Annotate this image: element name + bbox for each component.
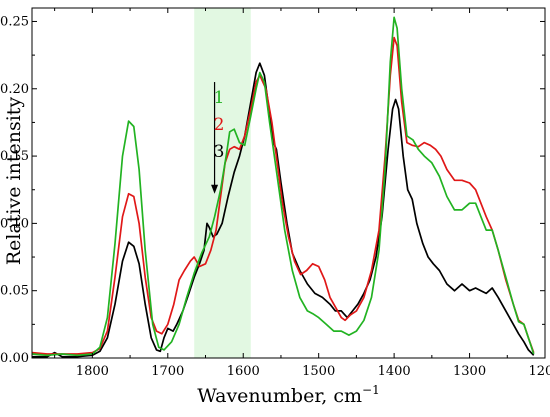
y-tick-label: 0.10 <box>0 216 29 231</box>
x-tick-label: 1400 <box>378 364 411 379</box>
series-line-2 <box>31 36 535 355</box>
x-axis-title-main: Wavenumber, cm <box>197 385 362 407</box>
legend-label-3: 3 <box>214 142 225 162</box>
y-tick-label: 0.15 <box>0 149 29 164</box>
y-tick-label: 0.00 <box>0 351 29 366</box>
x-tick-label: 1500 <box>302 364 335 379</box>
y-tick-label: 0.25 <box>0 14 29 29</box>
x-tick-label: 1700 <box>151 364 184 379</box>
series-line-3 <box>32 62 535 358</box>
x-tick-label: 1600 <box>227 364 260 379</box>
arrow <box>211 82 219 194</box>
series-line-1 <box>31 16 535 357</box>
legend: 1 2 3 <box>214 88 225 162</box>
y-tick-label: 0.20 <box>0 82 29 97</box>
x-axis-title-superscript: −1 <box>362 383 380 397</box>
y-axis-title: Relative intensity <box>3 97 25 266</box>
x-tick-label: 1300 <box>453 364 486 379</box>
y-tick-label: 0.05 <box>0 284 29 299</box>
arrow-head <box>211 184 219 194</box>
x-axis-title: Wavenumber, cm−1 <box>197 383 380 407</box>
plot-frame <box>31 7 546 359</box>
legend-label-2: 2 <box>214 115 225 135</box>
legend-label-1: 1 <box>214 88 225 108</box>
x-tick-label: 1800 <box>76 364 109 379</box>
series-layer <box>31 16 535 358</box>
